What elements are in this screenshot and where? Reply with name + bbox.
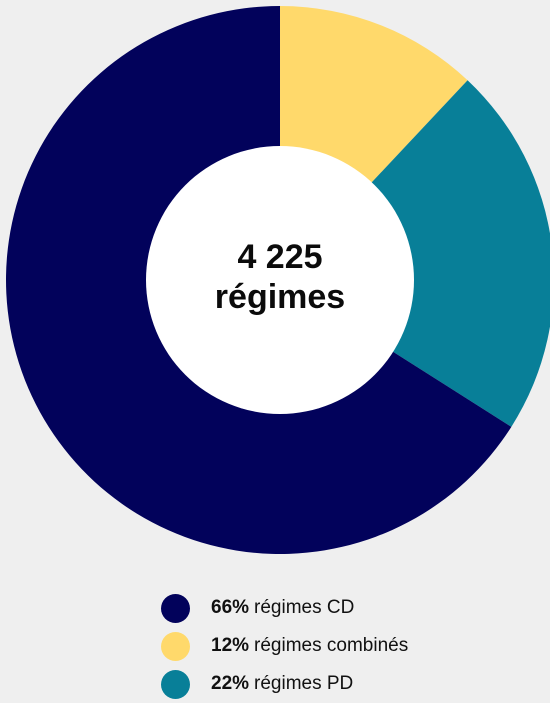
center-total-unit: régimes (214, 278, 346, 316)
legend-swatch-combined (161, 631, 190, 661)
legend-percent-pd: 22% (211, 673, 250, 694)
legend-item-combined: 12% régimes combinés (161, 627, 550, 665)
legend-label-cd: régimes CD (254, 597, 355, 618)
legend-swatch-pd (161, 669, 190, 699)
legend-swatch-cd (161, 593, 190, 623)
center-total-value: 4 225 (237, 238, 323, 276)
legend-label-combined: régimes combinés (254, 635, 409, 656)
donut-chart (6, 6, 550, 554)
legend: 66% régimes CD 12% régimes combinés 22% … (161, 589, 550, 703)
donut-hole (146, 146, 414, 414)
legend-item-cd: 66% régimes CD (161, 589, 550, 627)
legend-label-pd: régimes PD (254, 673, 354, 694)
legend-item-pd: 22% régimes PD (161, 665, 550, 703)
slice-regimes-pd (280, 80, 550, 427)
legend-percent-cd: 66% (211, 597, 250, 618)
center-total-label: 4 225 régimes (147, 237, 413, 317)
legend-percent-combined: 12% (211, 635, 250, 656)
